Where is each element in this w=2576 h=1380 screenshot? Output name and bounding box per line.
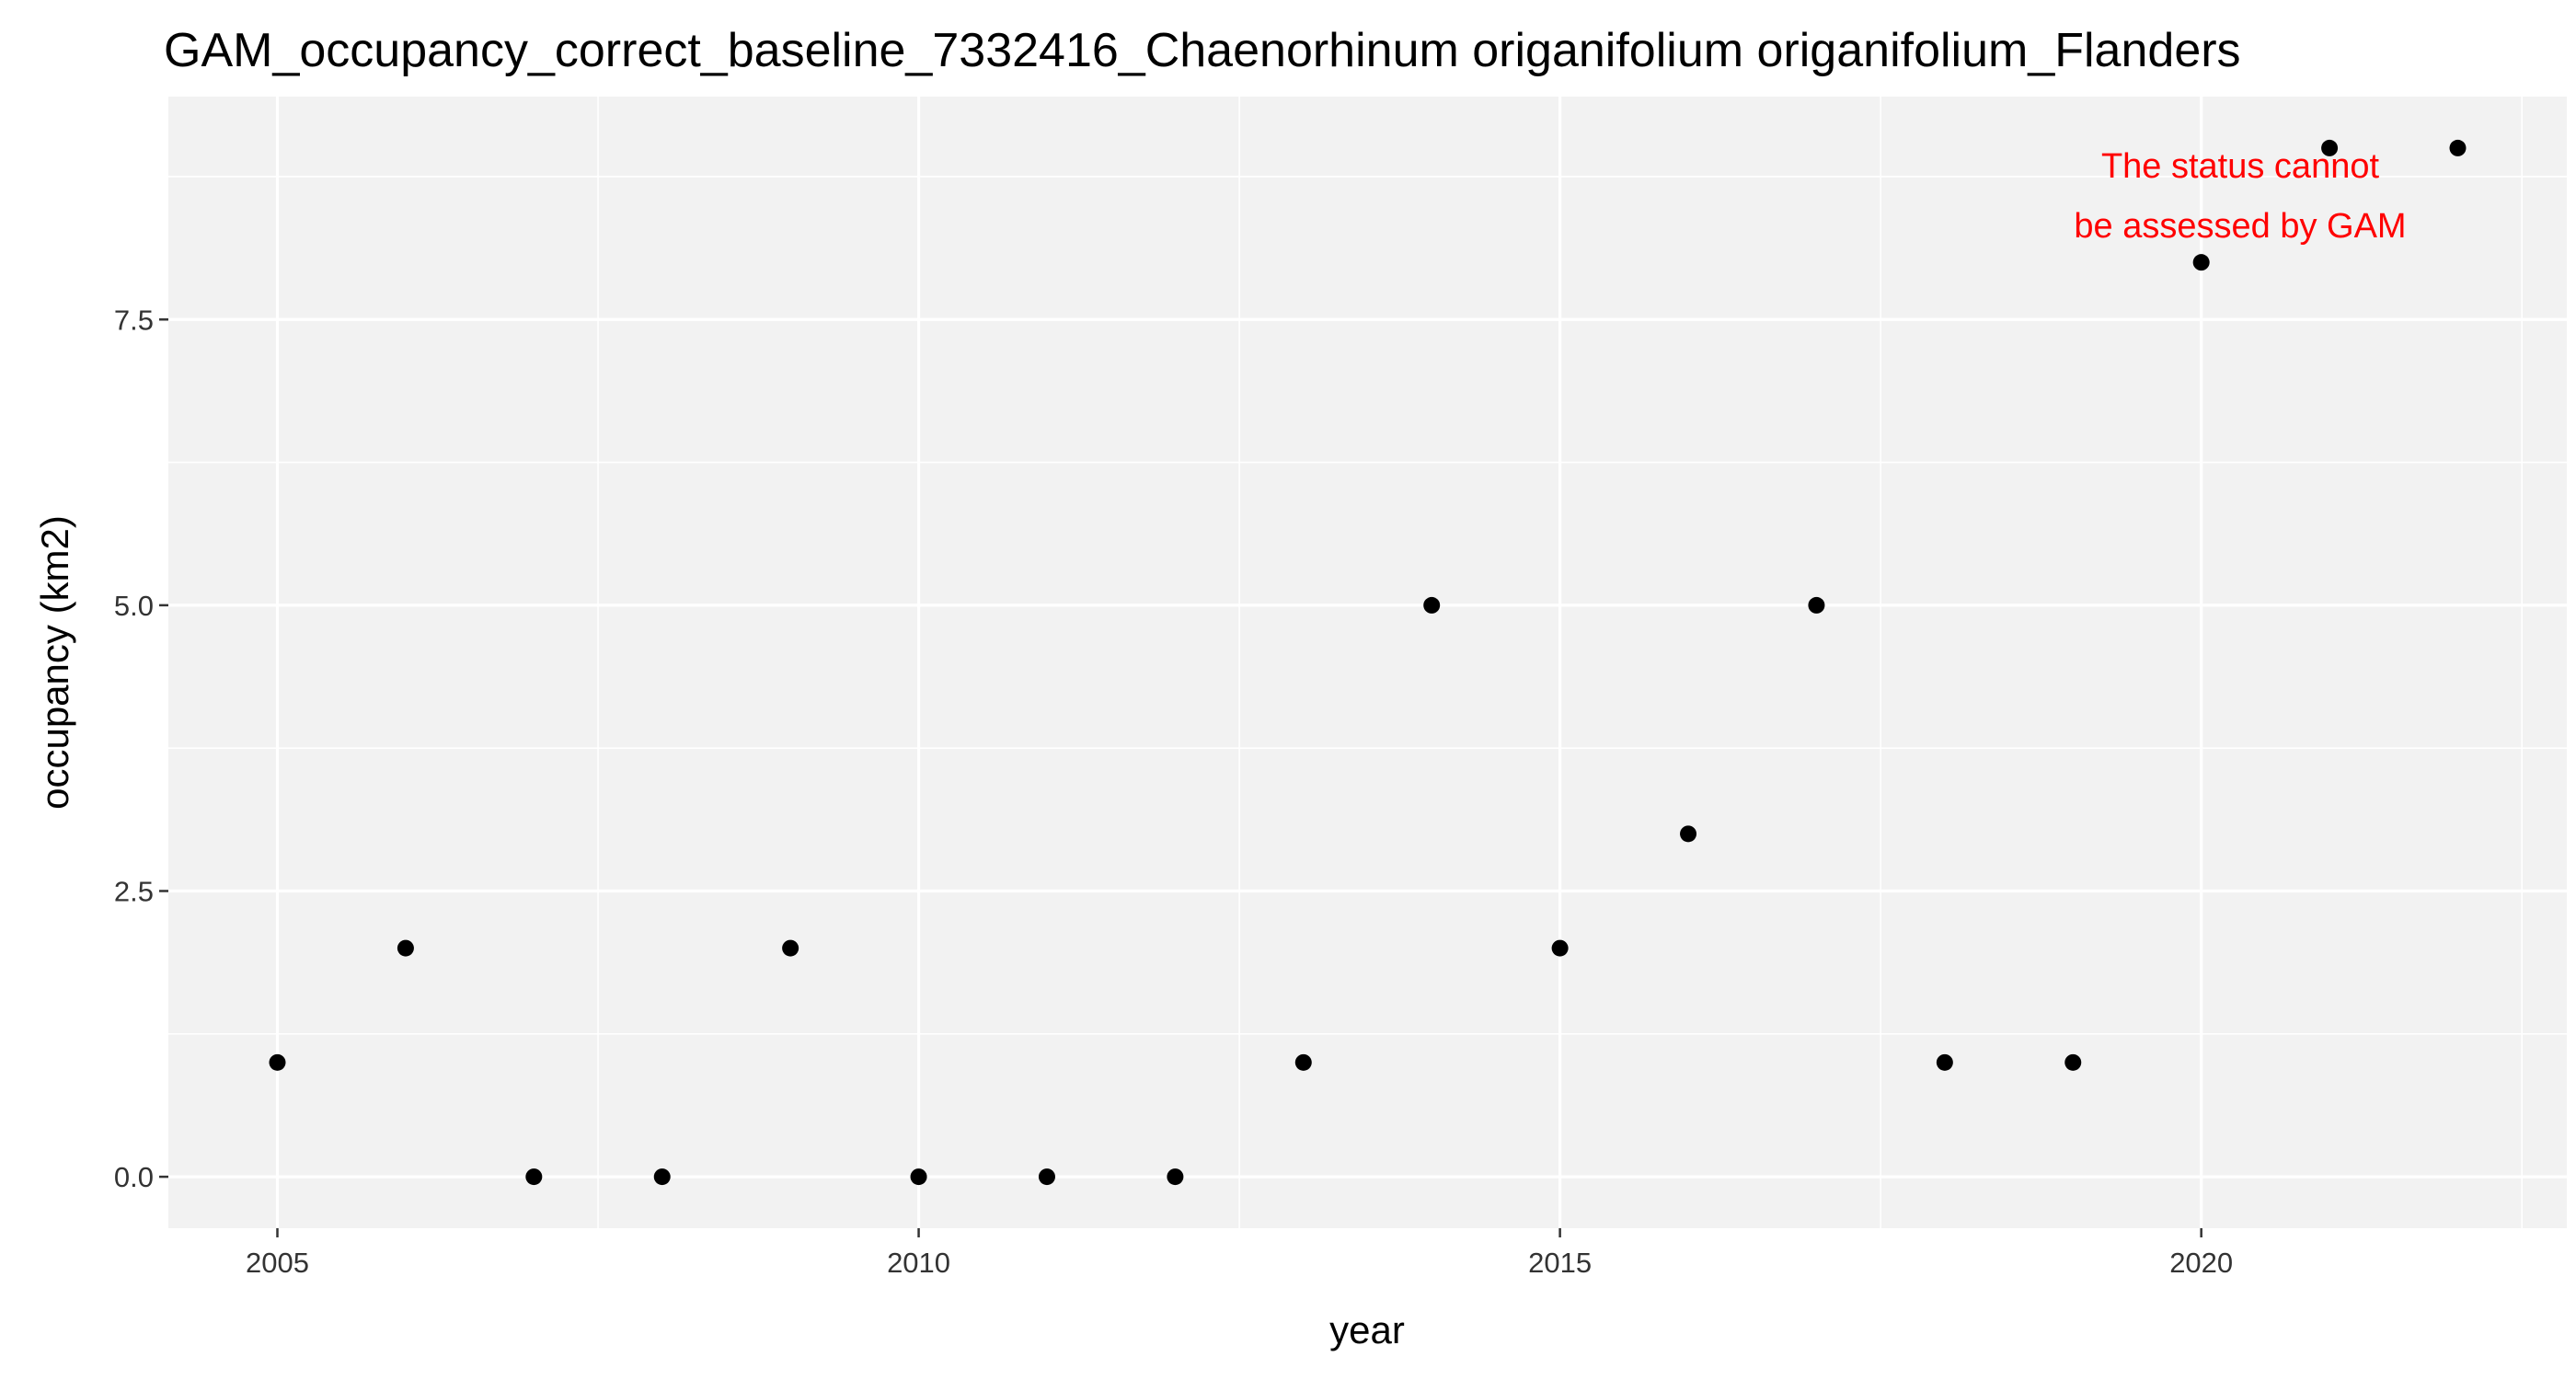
data-point	[1936, 1053, 1953, 1071]
y-tick-label: 7.5	[114, 304, 154, 336]
data-point	[910, 1168, 927, 1186]
y-axis: 0.0 2.5 5.0 7.5	[114, 304, 168, 1193]
data-point	[1551, 939, 1569, 957]
grid-major	[168, 97, 2567, 1228]
data-point	[653, 1168, 671, 1186]
data-point	[1167, 1168, 1184, 1186]
data-point	[1680, 825, 1697, 843]
x-tick-label: 2010	[887, 1247, 950, 1279]
data-point	[1808, 596, 1825, 614]
y-tick-label: 5.0	[114, 590, 154, 622]
data-point	[525, 1168, 543, 1186]
data-point	[397, 939, 414, 957]
annotation-line-2: be assessed by GAM	[2074, 207, 2406, 246]
data-point	[2449, 139, 2467, 156]
x-tick-label: 2005	[246, 1247, 309, 1279]
data-point	[1038, 1168, 1055, 1186]
data-points	[269, 139, 2467, 1186]
data-point	[2064, 1053, 2082, 1071]
chart-title: GAM_occupancy_correct_baseline_7332416_C…	[164, 24, 2241, 77]
grid-minor	[168, 97, 2567, 1228]
y-axis-title: occupancy (km2)	[33, 515, 76, 810]
data-point	[1423, 596, 1441, 614]
x-tick-label: 2020	[2169, 1247, 2233, 1279]
data-point	[1294, 1053, 1312, 1071]
data-point	[269, 1053, 286, 1071]
y-tick-label: 0.0	[114, 1161, 154, 1193]
y-tick-label: 2.5	[114, 875, 154, 907]
data-point	[2321, 139, 2339, 156]
annotation: The status cannot be assessed by GAM	[2074, 147, 2406, 246]
data-point	[782, 939, 799, 957]
plot-panel	[168, 97, 2567, 1228]
x-axis-title: year	[1329, 1308, 1405, 1351]
x-axis: 2005 2010 2015 2020	[246, 1228, 2233, 1279]
x-tick-label: 2015	[1528, 1247, 1592, 1279]
annotation-line-1: The status cannot	[2101, 147, 2380, 186]
data-point	[2192, 254, 2210, 271]
